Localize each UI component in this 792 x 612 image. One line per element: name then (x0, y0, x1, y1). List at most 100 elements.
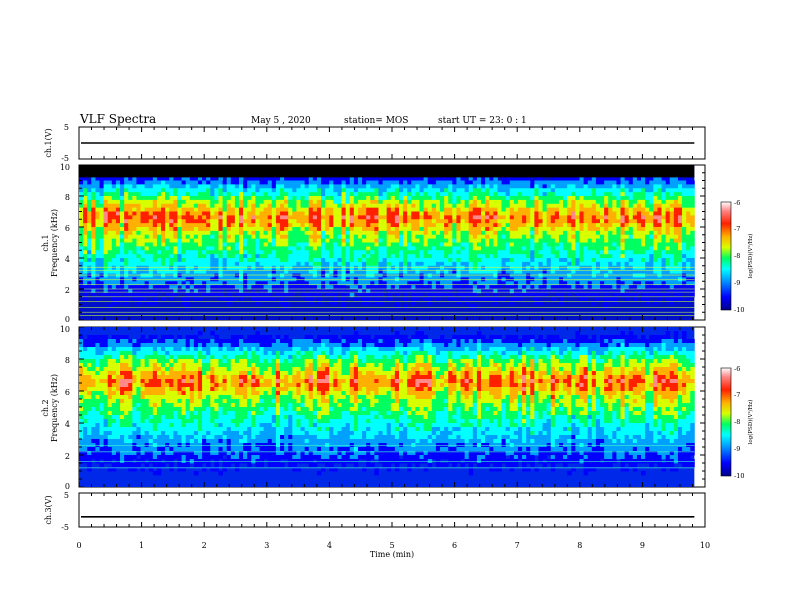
spec-ch1-cell (95, 242, 100, 247)
spec-ch1-cell (624, 254, 630, 259)
spec-ch1-cell (300, 292, 306, 298)
spec-ch1-cell (604, 300, 609, 305)
spec-ch1-cell (296, 196, 301, 201)
spec-ch1-cell (435, 246, 441, 251)
spec-ch1-cell (267, 265, 273, 271)
spec-ch1-cell (210, 180, 215, 185)
spec-ch1-cell (120, 180, 125, 185)
spec-ch1-cell (472, 188, 478, 193)
spec-ch1-cell (542, 254, 548, 259)
spec-ch1-cell (267, 180, 273, 185)
spec-ch1-cell (263, 281, 269, 286)
spec-ch1-cell (542, 273, 548, 278)
spec-ch1-cell (341, 192, 347, 197)
spec-ch1-cell (403, 304, 408, 309)
spec-ch1-cell (591, 180, 597, 185)
spec-ch1-cell (243, 269, 248, 274)
spec-ch1-cell (148, 269, 154, 274)
spec-ch1-cell (107, 180, 113, 185)
spec-ch1-cell (575, 219, 580, 224)
spec-ch1-cell (608, 261, 613, 267)
spec-ch1-cell (124, 196, 129, 201)
spec-ch1-cell (210, 219, 215, 224)
spec-ch1-cell (522, 234, 527, 240)
spec-ch1-cell (407, 219, 412, 224)
spec-ch1-cell (517, 176, 523, 181)
spec-ch1-cell (579, 265, 584, 271)
spec-ch1-cell (452, 227, 457, 232)
spec-ch1-cell (542, 196, 548, 201)
spec-ch1-cell (132, 281, 137, 286)
spec-ch1-cell (243, 261, 248, 267)
spec-ch1-cell (460, 215, 466, 220)
spec-ch2-cell (79, 383, 84, 388)
spec-ch1-cell (505, 199, 511, 205)
spec-ch1-cell (312, 223, 318, 228)
spec-ch1-cell (411, 188, 416, 193)
spec-ch1-cell (206, 258, 211, 263)
spec-ch1-cell (259, 292, 265, 298)
spec-ch1-cell (132, 258, 137, 263)
spec-ch1-cell (587, 258, 593, 263)
spec-ch1-cell (497, 296, 502, 302)
spec-ch1-cell (177, 227, 182, 232)
spec-ch1-cell (419, 246, 424, 251)
spec-ch1-cell (493, 292, 498, 298)
spec-ch1-cell (366, 289, 371, 294)
spec-ch1-cell (280, 203, 285, 209)
spec-ch1-cell (604, 265, 609, 271)
spec-ch1-cell (476, 246, 482, 251)
spec-ch1-cell (79, 246, 84, 251)
spec-ch1-cell (415, 230, 420, 236)
spec-ch1-cell (591, 242, 597, 247)
spec-ch1-cell (481, 227, 486, 232)
spec-ch1-cell (202, 238, 207, 243)
spec-ch2-cell (87, 463, 92, 468)
spec-ch1-cell (251, 273, 256, 278)
spec-ch1-cell (472, 211, 478, 216)
spec-ch1-cell (423, 242, 429, 247)
spec-ch1-cell (505, 192, 511, 197)
spec-ch1-cell (583, 196, 589, 201)
spec-ch1-cell (79, 273, 84, 278)
spec-ch1-cell (632, 192, 638, 197)
spec-ch1-cell (612, 234, 617, 240)
spec-ch1-cell (632, 211, 638, 216)
spec-ch1-cell (378, 180, 383, 185)
spec-ch1-cell (357, 261, 363, 267)
spec-ch2-cell (91, 351, 96, 356)
spec-ch1-cell (214, 285, 219, 290)
spec-ch1-cell (673, 176, 679, 181)
spec-ch1-cell (308, 180, 314, 185)
spec-ch2-cell (95, 451, 100, 456)
spec-ch1-cell (608, 269, 613, 274)
spec-ch1-cell (624, 242, 630, 247)
spec-ch1-cell (185, 281, 191, 286)
spec-ch1-cell (107, 250, 113, 255)
spec-ch1-cell (600, 215, 605, 220)
spec-ch1-cell (296, 227, 301, 232)
spec-ch1-cell (124, 203, 129, 209)
spec-ch1-cell (567, 292, 572, 298)
spec-ch1-cell (456, 238, 461, 243)
spec-ch1-cell (673, 203, 679, 209)
spec-ch1-cell (341, 269, 347, 274)
spec-ch1-cell (337, 207, 342, 212)
spec-ch1-cell (427, 292, 433, 298)
spec-ch1-cell (169, 188, 174, 193)
spec-ch1-cell (214, 265, 219, 271)
spec-ch1-cell (284, 196, 289, 201)
spec-ch1-cell (554, 258, 560, 263)
spec-ch1-cell (173, 281, 178, 286)
spec-ch2-cell (87, 383, 92, 388)
spec-ch1-cell (357, 289, 363, 294)
spec-ch1-cell (169, 215, 174, 220)
spec-ch1-cell (267, 238, 273, 243)
spec-ch1-cell (222, 192, 228, 197)
spec-ch1-cell (321, 273, 326, 278)
spec-ch1-cell (411, 192, 416, 197)
spec-ch1-cell (427, 196, 433, 201)
spec-ch1-cell (497, 285, 502, 290)
spec-ch1-cell (132, 242, 137, 247)
spec-ch1-cell (83, 296, 88, 302)
